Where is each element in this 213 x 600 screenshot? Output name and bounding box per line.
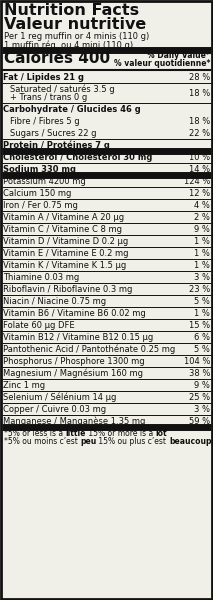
Text: 1 %: 1 % (194, 260, 210, 269)
Text: 5 %: 5 % (194, 344, 210, 353)
Text: Nutrition Facts: Nutrition Facts (4, 3, 139, 18)
Text: *5% ou moins c’est: *5% ou moins c’est (4, 437, 80, 446)
Text: 1 %: 1 % (194, 236, 210, 245)
Text: Per 1 reg muffin or 4 minis (110 g): Per 1 reg muffin or 4 minis (110 g) (4, 32, 149, 41)
Text: % valeur quotidienne*: % valeur quotidienne* (114, 59, 210, 68)
Text: *5% or less is a: *5% or less is a (4, 430, 66, 439)
Text: Folate 60 μg DFE: Folate 60 μg DFE (3, 320, 75, 329)
Text: 1 %: 1 % (194, 308, 210, 317)
Text: Calories 400: Calories 400 (4, 51, 110, 66)
Text: 59 %: 59 % (189, 416, 210, 425)
Text: Fibre / Fibres 5 g: Fibre / Fibres 5 g (10, 116, 80, 125)
Text: 15% or more is a: 15% or more is a (86, 430, 155, 439)
Text: 5 %: 5 % (194, 296, 210, 305)
Text: Calcium 150 mg: Calcium 150 mg (3, 188, 71, 197)
Text: Vitamin B12 / Vitamine B12 0.15 μg: Vitamin B12 / Vitamine B12 0.15 μg (3, 332, 153, 341)
Text: Fat / Lipides 21 g: Fat / Lipides 21 g (3, 73, 84, 82)
Text: 10 %: 10 % (189, 152, 210, 161)
Text: Cholesterol / Cholestérol 30 mg: Cholesterol / Cholestérol 30 mg (3, 152, 152, 162)
Text: 9 %: 9 % (194, 380, 210, 389)
Text: Saturated / saturés 3.5 g: Saturated / saturés 3.5 g (10, 85, 115, 94)
Text: 3 %: 3 % (194, 272, 210, 281)
Text: Potassium 4200 mg: Potassium 4200 mg (3, 176, 86, 185)
Text: 25 %: 25 % (189, 392, 210, 401)
Text: little: little (66, 430, 86, 439)
Text: Sugars / Sucres 22 g: Sugars / Sucres 22 g (10, 128, 96, 137)
Text: 3 %: 3 % (194, 404, 210, 413)
Text: Manganese / Manganèse 1.35 mg: Manganese / Manganèse 1.35 mg (3, 416, 145, 426)
Text: Vitamin B6 / Vitamine B6 0.02 mg: Vitamin B6 / Vitamine B6 0.02 mg (3, 308, 146, 317)
Text: Vitamin C / Vitamine C 8 mg: Vitamin C / Vitamine C 8 mg (3, 224, 122, 233)
Text: Vitamin K / Vitamine K 1.5 μg: Vitamin K / Vitamine K 1.5 μg (3, 260, 126, 269)
Text: + Trans / trans 0 g: + Trans / trans 0 g (10, 94, 87, 103)
Text: 38 %: 38 % (189, 368, 210, 377)
Text: 28 %: 28 % (189, 73, 210, 82)
Text: Vitamin D / Vitamine D 0.2 μg: Vitamin D / Vitamine D 0.2 μg (3, 236, 128, 245)
Text: 6 %: 6 % (194, 332, 210, 341)
Text: 12 %: 12 % (189, 188, 210, 197)
Text: Pantothenic Acid / Pantothénate 0.25 mg: Pantothenic Acid / Pantothénate 0.25 mg (3, 344, 175, 354)
Text: Protein / Protéines 7 g: Protein / Protéines 7 g (3, 140, 110, 150)
Text: 15 %: 15 % (189, 320, 210, 329)
Text: Phosphorus / Phosphore 1300 mg: Phosphorus / Phosphore 1300 mg (3, 356, 145, 365)
Text: peu: peu (80, 437, 96, 446)
Text: beaucoup: beaucoup (169, 437, 211, 446)
Text: 1 muffin rég. ou 4 mini (110 g): 1 muffin rég. ou 4 mini (110 g) (4, 40, 133, 49)
Text: Valeur nutritive: Valeur nutritive (4, 17, 146, 32)
Text: 4 %: 4 % (194, 200, 210, 209)
Text: 2 %: 2 % (194, 212, 210, 221)
Text: Magnesium / Magnésium 160 mg: Magnesium / Magnésium 160 mg (3, 368, 143, 378)
Text: 23 %: 23 % (189, 284, 210, 293)
Text: 18 %: 18 % (189, 116, 210, 125)
Text: Sodium 330 mg: Sodium 330 mg (3, 164, 76, 173)
Text: Zinc 1 mg: Zinc 1 mg (3, 380, 45, 389)
Text: Thiamine 0.03 mg: Thiamine 0.03 mg (3, 272, 79, 281)
Text: Niacin / Niacine 0.75 mg: Niacin / Niacine 0.75 mg (3, 296, 106, 305)
Text: Selenium / Sélénium 14 μg: Selenium / Sélénium 14 μg (3, 392, 116, 402)
Text: Carbohydrate / Glucides 46 g: Carbohydrate / Glucides 46 g (3, 104, 141, 113)
Text: 1 %: 1 % (194, 248, 210, 257)
Text: Vitamin A / Vitamine A 20 μg: Vitamin A / Vitamine A 20 μg (3, 212, 124, 221)
Text: 22 %: 22 % (189, 128, 210, 137)
Text: Vitamin E / Vitamine E 0.2 mg: Vitamin E / Vitamine E 0.2 mg (3, 248, 128, 257)
Text: 104 %: 104 % (184, 356, 210, 365)
Text: Copper / Cuivre 0.03 mg: Copper / Cuivre 0.03 mg (3, 404, 106, 413)
Text: 18 %: 18 % (189, 88, 210, 97)
Text: 124 %: 124 % (184, 176, 210, 185)
Text: Iron / Fer 0.75 mg: Iron / Fer 0.75 mg (3, 200, 78, 209)
Text: 14 %: 14 % (189, 164, 210, 173)
Text: 9 %: 9 % (194, 224, 210, 233)
Text: % Daily Value*: % Daily Value* (147, 51, 210, 60)
Text: Riboflavin / Riboflavine 0.3 mg: Riboflavin / Riboflavine 0.3 mg (3, 284, 132, 293)
Text: 15% ou plus c’est: 15% ou plus c’est (96, 437, 169, 446)
Text: lot: lot (155, 430, 167, 439)
